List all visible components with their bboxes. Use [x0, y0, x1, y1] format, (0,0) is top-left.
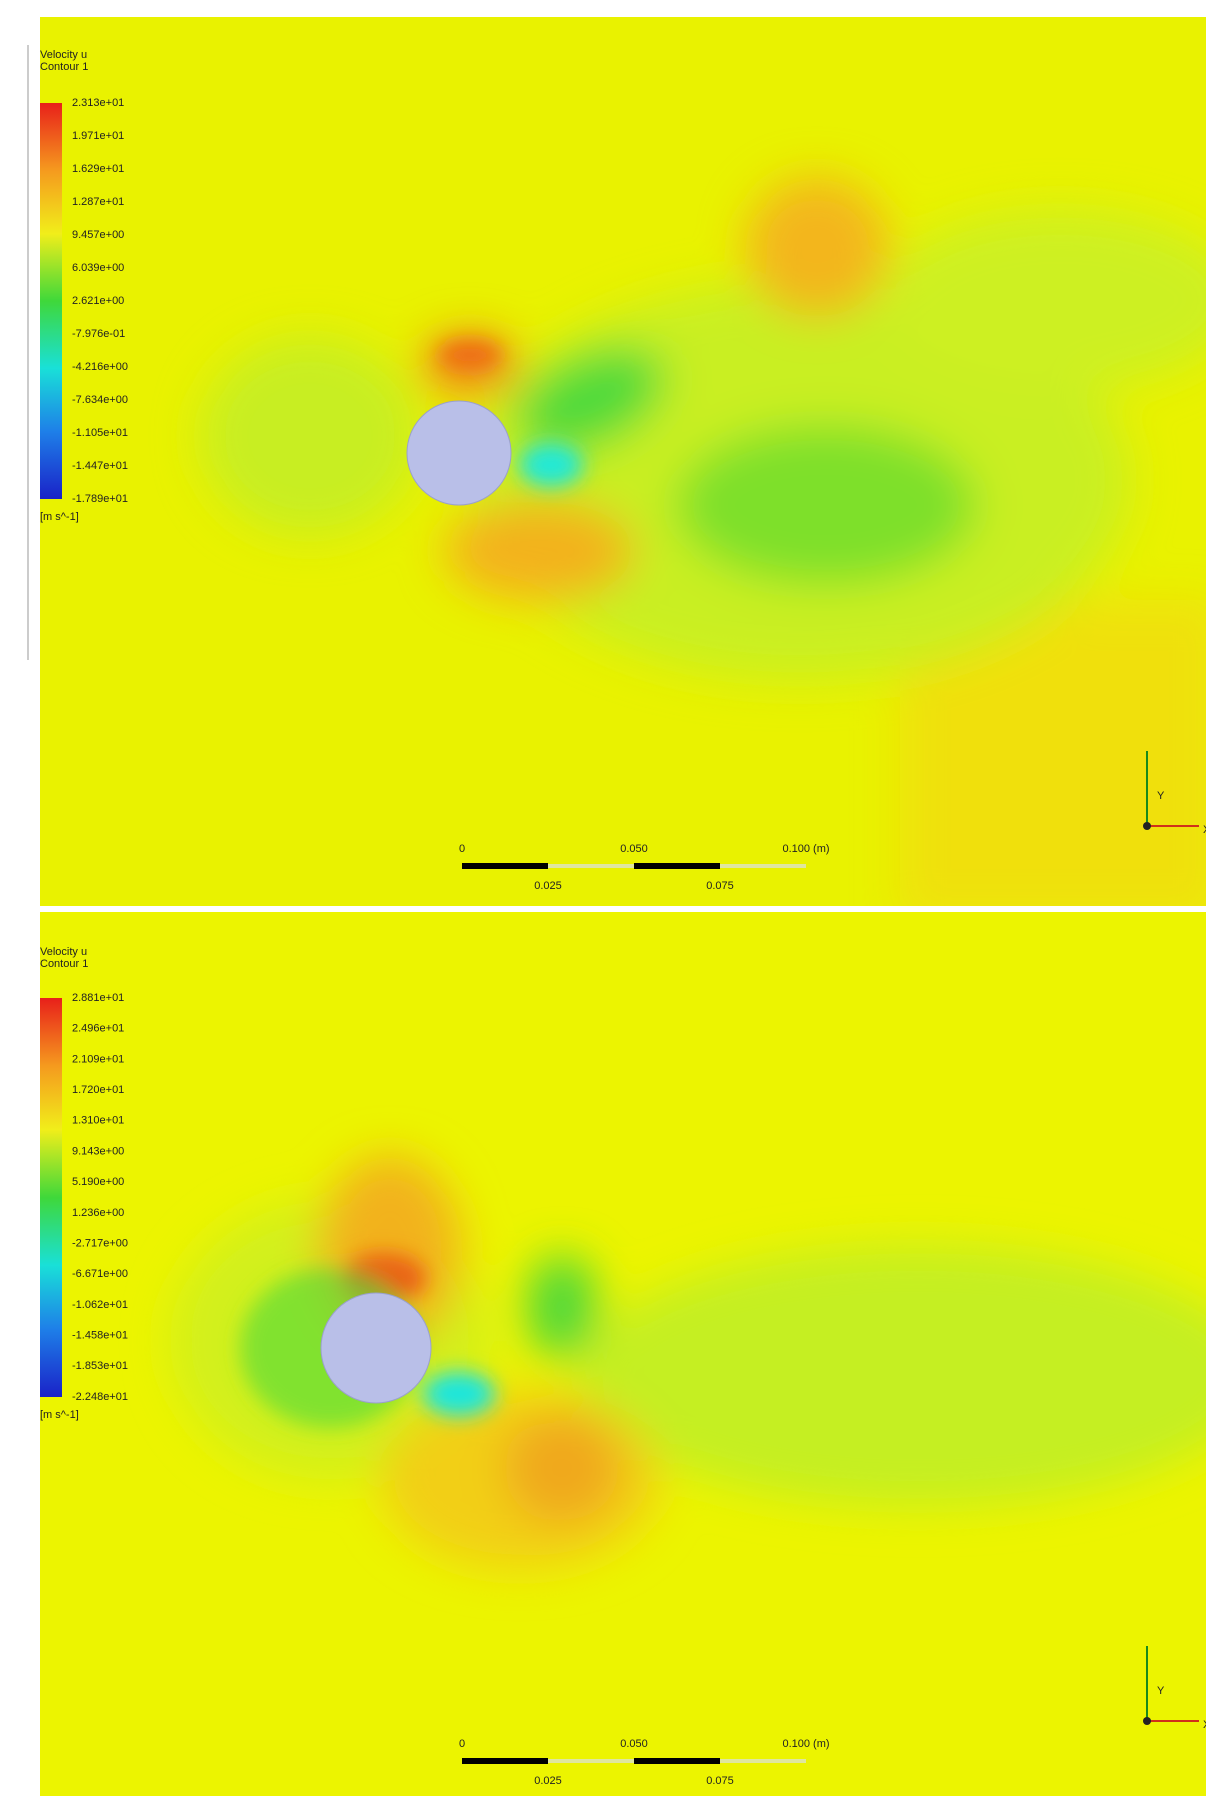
scale-segment: [634, 863, 720, 869]
legend-label: -7.634e+00: [72, 394, 128, 406]
legend-title: Velocity u: [40, 946, 87, 958]
legend-label: 9.143e+00: [72, 1145, 124, 1157]
legend-label: -1.458e+01: [72, 1330, 128, 1342]
legend-unit: [m s^-1]: [40, 511, 79, 523]
scale-label: 0.100 (m): [782, 1738, 829, 1750]
legend-label: 2.621e+00: [72, 295, 124, 307]
scale-label: 0.025: [534, 1775, 562, 1787]
legend-label: 6.039e+00: [72, 262, 124, 274]
scale-label: 0.075: [706, 1775, 734, 1787]
legend-title: Velocity u: [40, 49, 87, 61]
legend-label: 5.190e+00: [72, 1176, 124, 1188]
legend-title: Contour 1: [40, 958, 88, 970]
contour-panel: [40, 17, 1206, 920]
legend-label: 1.629e+01: [72, 163, 124, 175]
scale-label: 0.025: [534, 880, 562, 892]
legend-label: 1.287e+01: [72, 196, 124, 208]
scale-segment: [462, 1758, 548, 1764]
axis-label: Y: [1157, 1685, 1165, 1697]
legend-label: 2.881e+01: [72, 992, 124, 1004]
legend-label: -1.105e+01: [72, 427, 128, 439]
scale-label: 0.100 (m): [782, 843, 829, 855]
scale-segment: [720, 864, 806, 868]
legend-label: -7.976e-01: [72, 328, 125, 340]
axis-origin: [1143, 1717, 1151, 1725]
legend-label: 2.109e+01: [72, 1053, 124, 1065]
scale-label: 0: [459, 1738, 465, 1750]
legend-label: -2.248e+01: [72, 1391, 128, 1403]
legend-label: 1.310e+01: [72, 1115, 124, 1127]
legend-label: 2.496e+01: [72, 1023, 124, 1035]
legend-label: 2.313e+01: [72, 97, 124, 109]
legend-label: 1.236e+00: [72, 1207, 124, 1219]
scale-label: 0: [459, 843, 465, 855]
legend-unit: [m s^-1]: [40, 1409, 79, 1421]
contour-panel: [40, 912, 1206, 1796]
scale-segment: [548, 1759, 634, 1763]
legend-label: 1.720e+01: [72, 1084, 124, 1096]
scale-segment: [634, 1758, 720, 1764]
color-bar: [40, 103, 62, 499]
legend-label: -1.789e+01: [72, 493, 128, 505]
axis-origin: [1143, 822, 1151, 830]
scale-label: 0.050: [620, 843, 648, 855]
legend-label: -2.717e+00: [72, 1237, 128, 1249]
legend-label: -6.671e+00: [72, 1268, 128, 1280]
legend-label: -1.447e+01: [72, 460, 128, 472]
legend-label: -4.216e+00: [72, 361, 128, 373]
screenshot: Velocity uContour 12.313e+011.971e+011.6…: [0, 0, 1206, 1799]
scale-segment: [462, 863, 548, 869]
legend-label: -1.062e+01: [72, 1299, 128, 1311]
scale-label: 0.050: [620, 1738, 648, 1750]
legend-label: 1.971e+01: [72, 130, 124, 142]
scale-segment: [548, 864, 634, 868]
scale-label: 0.075: [706, 880, 734, 892]
legend-label: 9.457e+00: [72, 229, 124, 241]
axis-label: Y: [1157, 790, 1165, 802]
color-bar: [40, 998, 62, 1397]
legend-title: Contour 1: [40, 61, 88, 73]
legend-label: -1.853e+01: [72, 1360, 128, 1372]
scale-segment: [720, 1759, 806, 1763]
